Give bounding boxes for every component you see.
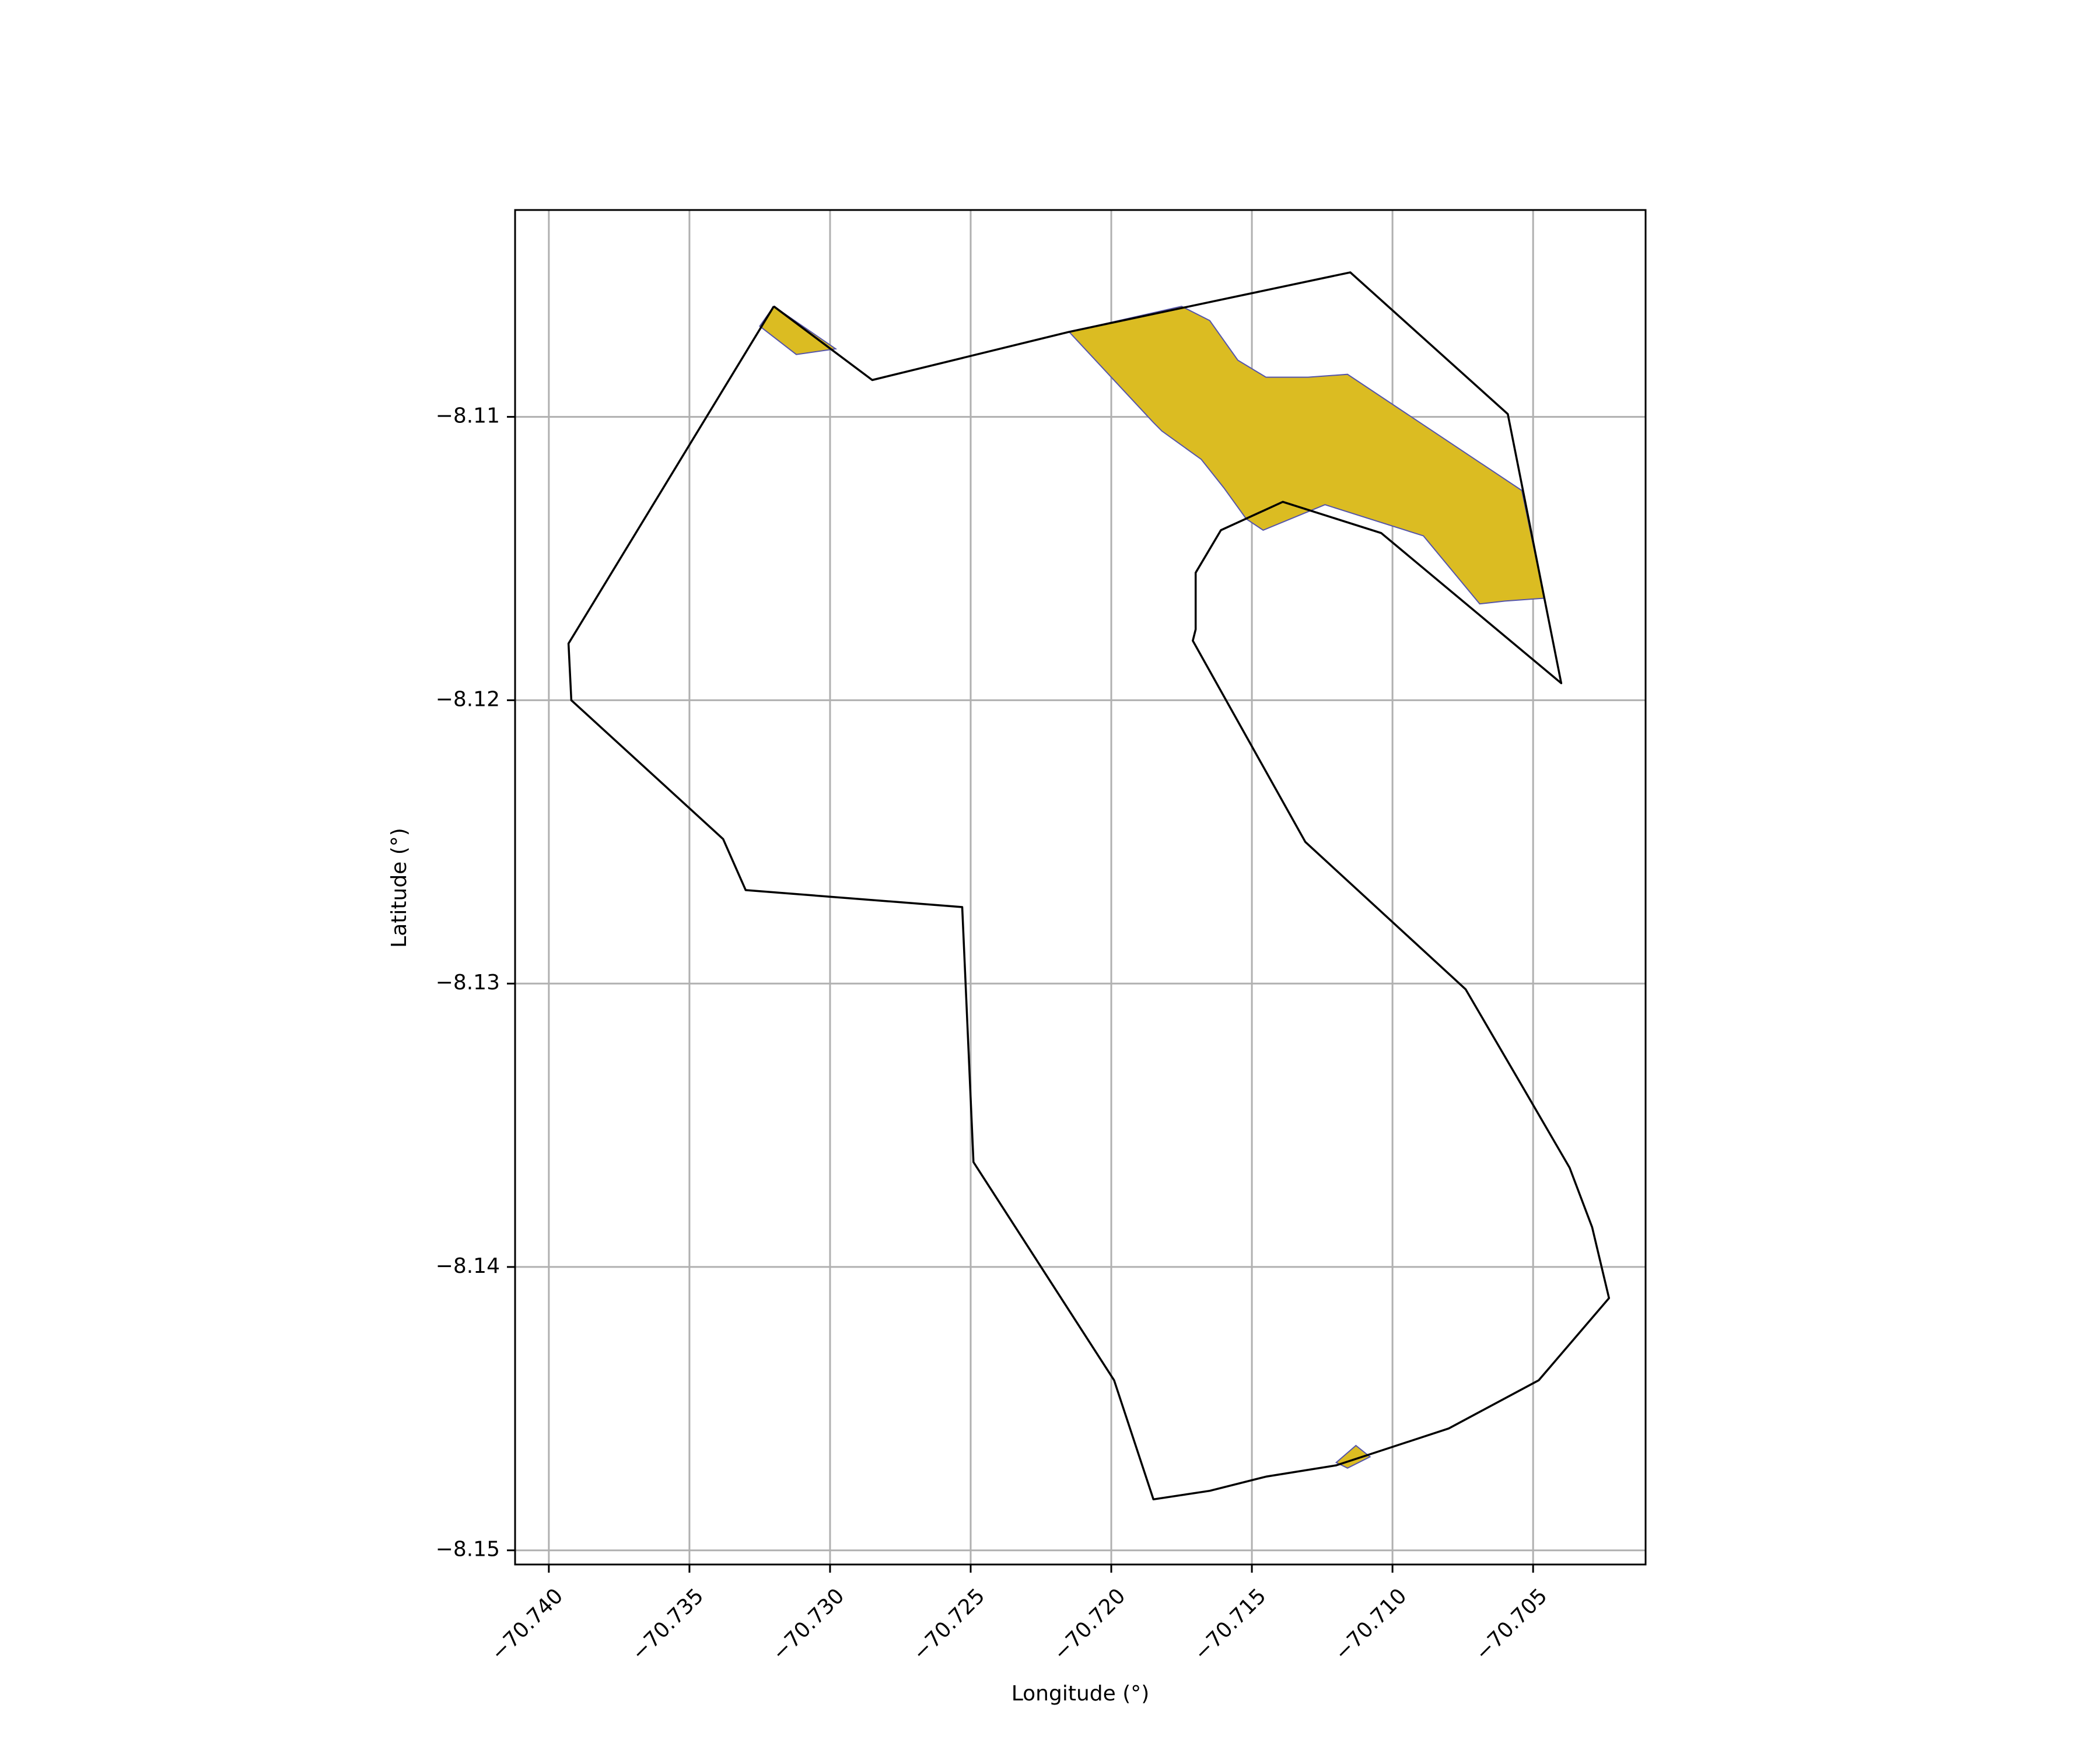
y-tick-label: −8.13 (436, 971, 500, 995)
filled-region-1 (759, 305, 838, 355)
x-tick-label: −70.735 (627, 1584, 708, 1665)
boundary-line (567, 271, 1611, 1501)
x-axis-label: Longitude (°) (1012, 1682, 1150, 1706)
x-tick-label: −70.740 (487, 1584, 568, 1665)
filled-region-2 (1068, 306, 1545, 605)
y-axis-ticks: −8.11 −8.12 −8.13 −8.14 −8.15 (436, 404, 515, 1562)
x-tick-label: −70.715 (1189, 1584, 1270, 1665)
y-tick-label: −8.11 (436, 404, 500, 428)
plot-area-frame (514, 209, 1647, 1566)
y-tick-label: −8.14 (436, 1254, 500, 1278)
y-axis-label: Latitude (°) (387, 828, 411, 948)
x-tick-label: −70.720 (1049, 1584, 1130, 1665)
x-tick-label: −70.705 (1471, 1584, 1552, 1665)
x-tick-label: −70.710 (1330, 1584, 1411, 1665)
y-tick-label: −8.15 (436, 1538, 500, 1562)
boundary-outline (567, 271, 1611, 1501)
filled-regions (759, 305, 1545, 1469)
x-axis-ticks: −70.740 −70.735 −70.730 −70.725 −70.720 −70.7… (487, 1564, 1552, 1665)
y-tick-label: −8.12 (436, 687, 500, 711)
x-tick-label: −70.725 (908, 1584, 989, 1665)
x-tick-label: −70.730 (768, 1584, 849, 1665)
grid-lines (515, 210, 1646, 1564)
